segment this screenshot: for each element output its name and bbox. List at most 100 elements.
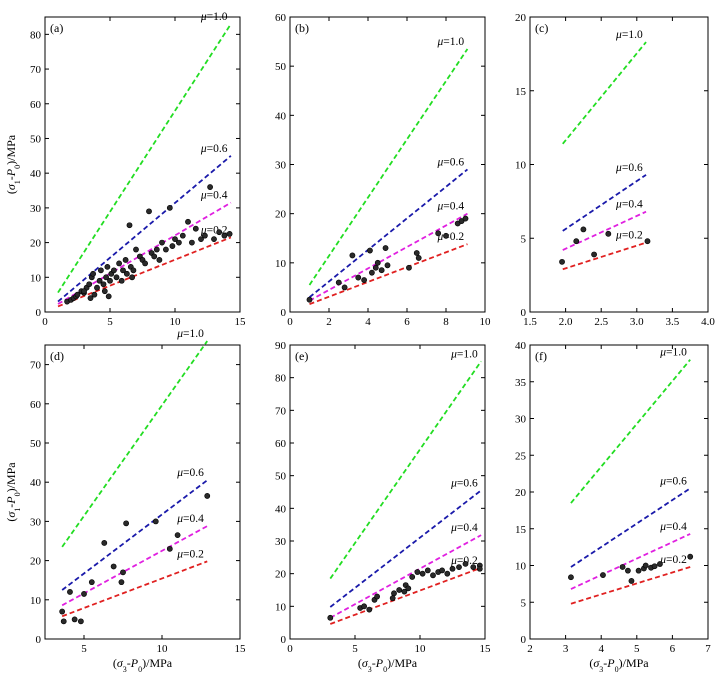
- mu-line-0.4: [570, 533, 691, 590]
- x-tick-label: 3.5: [666, 316, 680, 328]
- data-point: [129, 274, 135, 281]
- y-tick-label: 60: [30, 399, 42, 411]
- data-point: [153, 246, 160, 253]
- data-point: [111, 267, 117, 274]
- mu-line-0.4: [309, 212, 468, 302]
- data-point: [476, 565, 483, 572]
- panel-label: (b): [295, 21, 309, 35]
- data-point: [74, 291, 81, 298]
- y-tick-label: 20: [30, 556, 42, 568]
- data-point: [435, 230, 442, 237]
- mu-label: μ=0.6: [176, 467, 204, 479]
- mu-line-0.4: [61, 525, 208, 607]
- y-tick-label: 40: [275, 110, 287, 122]
- y-tick-label: 30: [275, 160, 287, 172]
- mu-label: μ=0.6: [436, 156, 464, 168]
- data-point: [366, 606, 373, 613]
- mu-line-0.2: [57, 236, 232, 308]
- data-point: [207, 184, 213, 190]
- chart-panel-c: 1.5 2.0 2.5 3.0 3.5 4.0 0 5 10 15 20 (c) μ=1.0 μ=0.6 μ…: [515, 12, 715, 328]
- data-point: [419, 570, 426, 577]
- data-point: [462, 215, 469, 222]
- chart-panel-e: 0 5 10 15 0 10 20 30 40 50 60 70 80 90 (e) μ=1.0 μ=0.6 μ=…: [275, 340, 491, 674]
- mu-label: μ=0.2: [659, 554, 687, 566]
- y-tick-label: 80: [30, 29, 42, 41]
- mu-label: μ=1.0: [176, 328, 204, 340]
- mu-label: μ=0.4: [200, 190, 228, 202]
- y-tick-label: 80: [275, 373, 287, 385]
- y-tick-label: 90: [275, 340, 287, 352]
- x-tick-label: 0: [287, 643, 293, 655]
- mu-line-0.2: [61, 560, 208, 618]
- x-tick-label: 4.0: [701, 316, 715, 328]
- data-point: [105, 293, 112, 300]
- x-tick-label: 2: [326, 316, 332, 328]
- data-point: [470, 564, 477, 571]
- data-point: [116, 260, 122, 267]
- data-point: [151, 253, 158, 260]
- x-axis-label: (σ3-P0)/MPa: [113, 656, 173, 674]
- y-tick-label: 60: [275, 438, 287, 450]
- mu-label: μ=0.6: [200, 143, 228, 155]
- y-tick-label: 50: [275, 61, 287, 73]
- data-point: [86, 281, 93, 288]
- data-point: [406, 264, 412, 271]
- y-tick-label: 15: [515, 524, 527, 536]
- data-point: [642, 562, 649, 569]
- data-point: [146, 208, 152, 215]
- data-point: [462, 560, 469, 567]
- y-tick-label: 40: [30, 477, 42, 489]
- data-point: [101, 288, 108, 295]
- mu-line-1.0: [570, 359, 691, 504]
- data-point: [100, 281, 107, 288]
- y-tick-label: 60: [30, 99, 42, 111]
- data-point: [118, 579, 125, 586]
- data-point: [130, 267, 137, 274]
- data-point: [657, 561, 663, 567]
- mu-line-0.6: [61, 479, 208, 591]
- x-tick-label: 10: [170, 316, 182, 328]
- data-point: [59, 608, 66, 615]
- data-point: [389, 595, 396, 602]
- data-point: [439, 567, 445, 574]
- y-axis-label: (σ1-P0)/MPa: [4, 134, 22, 194]
- mu-line-0.2: [309, 243, 468, 305]
- data-point: [103, 274, 109, 281]
- mu-label: μ=0.2: [615, 230, 643, 242]
- data-point: [162, 246, 169, 253]
- y-tick-label: 10: [275, 258, 287, 270]
- data-point: [152, 518, 159, 525]
- x-tick-label: 15: [235, 643, 247, 655]
- data-point: [405, 585, 412, 592]
- data-point: [327, 614, 334, 621]
- data-point: [443, 232, 449, 239]
- data-point: [591, 251, 597, 258]
- y-tick-label: 50: [30, 133, 42, 145]
- data-point: [204, 493, 211, 499]
- data-point: [71, 616, 78, 623]
- y-tick-label: 5: [521, 597, 527, 609]
- data-point: [96, 277, 103, 284]
- data-point: [81, 288, 87, 295]
- data-point: [174, 532, 181, 539]
- data-point: [110, 563, 117, 570]
- data-point: [378, 267, 385, 274]
- y-tick-label: 10: [515, 160, 527, 172]
- data-point: [644, 238, 651, 245]
- mu-label: μ=0.6: [450, 477, 478, 489]
- data-point: [384, 262, 391, 269]
- x-tick-label: 15: [235, 316, 247, 328]
- y-tick-label: 40: [275, 503, 287, 515]
- y-tick-label: 70: [30, 64, 42, 76]
- data-point: [156, 257, 163, 263]
- y-tick-label: 0: [281, 634, 287, 646]
- data-point: [600, 572, 606, 578]
- data-point: [401, 588, 408, 595]
- mu-label: μ=1.0: [450, 348, 478, 360]
- x-tick-label: 6: [404, 316, 410, 328]
- data-point: [166, 545, 173, 552]
- x-axis-label: (σ3-P0)/MPa: [589, 656, 649, 674]
- x-tick-label: 3.0: [630, 316, 644, 328]
- x-tick-label: 0: [42, 316, 48, 328]
- mu-line-1.0: [61, 340, 208, 548]
